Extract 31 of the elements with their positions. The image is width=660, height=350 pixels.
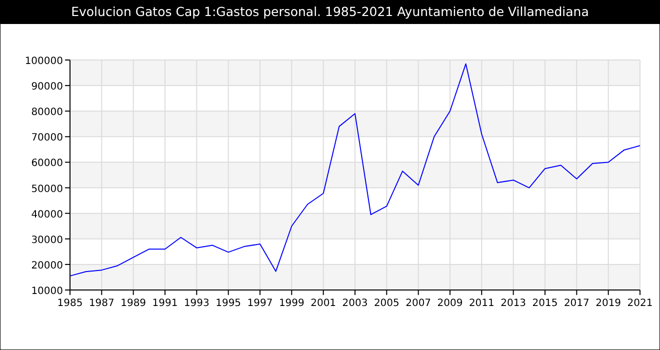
y-tick-label: 30000 — [31, 234, 63, 246]
y-tick-label: 60000 — [31, 158, 63, 170]
x-tick-label: 2005 — [374, 298, 400, 309]
x-tick-label: 2017 — [564, 298, 590, 309]
x-tick-label: 2009 — [437, 298, 463, 309]
x-tick-label: 1989 — [120, 298, 146, 309]
x-tick-label: 2003 — [342, 298, 368, 309]
y-tick-label: 20000 — [31, 260, 63, 272]
x-tick-label: 2001 — [310, 298, 336, 309]
x-tick-label: 1985 — [57, 298, 83, 309]
y-tick-label: 90000 — [31, 82, 63, 93]
y-tick-label: 80000 — [31, 107, 63, 118]
x-tick-label: 2019 — [596, 298, 622, 309]
x-tick-label: 1995 — [216, 298, 242, 309]
y-tick-label: 10000 — [31, 286, 63, 297]
y-tick-label: 100000 — [24, 56, 63, 67]
x-tick-label: 1991 — [152, 298, 178, 309]
y-tick-label: 50000 — [31, 184, 63, 195]
x-tick-label: 2007 — [406, 298, 432, 309]
line-series — [70, 63, 640, 276]
y-tick-label: 70000 — [31, 132, 63, 144]
x-tick-label: 1993 — [184, 298, 210, 309]
chart-title: Evolucion Gatos Cap 1:Gastos personal. 1985-2021 Ayuntamiento de Villamediana — [71, 4, 589, 19]
x-tick-label: 2015 — [532, 298, 558, 309]
x-tick-label: 1997 — [247, 298, 273, 309]
x-tick-label: 2021 — [627, 298, 653, 309]
y-tick-label: 40000 — [31, 209, 63, 220]
x-tick-label: 1999 — [278, 298, 304, 309]
x-tick-label: 1987 — [88, 298, 114, 309]
x-tick-label: 2011 — [468, 298, 494, 309]
x-tick-label: 2013 — [500, 298, 526, 309]
